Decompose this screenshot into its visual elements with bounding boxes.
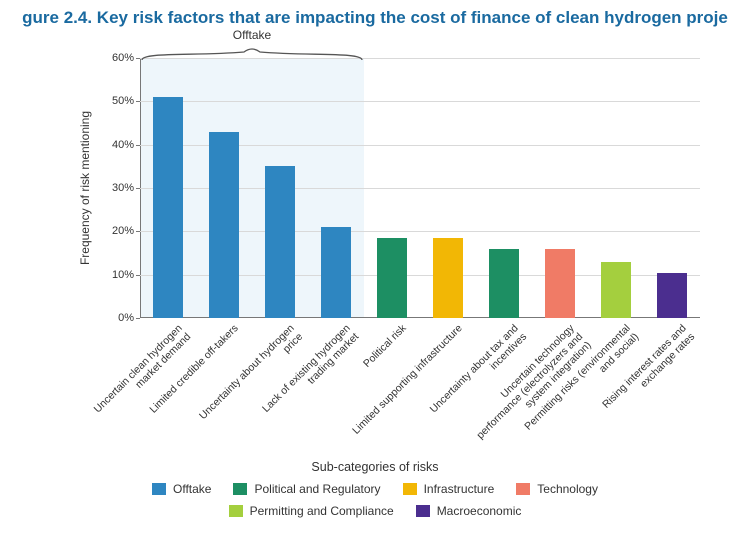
legend-swatch [403, 483, 417, 495]
bar [545, 249, 574, 318]
offtake-brace [140, 44, 364, 58]
legend-swatch [152, 483, 166, 495]
bar [601, 262, 630, 318]
legend-swatch [516, 483, 530, 495]
bar [321, 227, 350, 318]
chart-plot-area: 0%10%20%30%40%50%60%Uncertain clean hydr… [140, 58, 700, 318]
bar [153, 97, 182, 318]
bar [209, 132, 238, 318]
ytick-label: 0% [118, 312, 134, 324]
legend-swatch [229, 505, 243, 517]
ytick-label: 40% [112, 139, 134, 151]
legend-item: Offtake [152, 482, 211, 496]
legend: Offtake Political and Regulatory Infrastru… [0, 482, 750, 518]
legend-item: Infrastructure [403, 482, 495, 496]
bar [489, 249, 518, 318]
legend-label: Technology [537, 482, 598, 496]
legend-swatch [233, 483, 247, 495]
ytick-mark [136, 145, 140, 146]
bar [657, 273, 686, 319]
bar [433, 238, 462, 318]
ytick-label: 50% [112, 95, 134, 107]
y-axis-title: Frequency of risk mentioning [78, 111, 92, 265]
ytick-mark [136, 275, 140, 276]
legend-label: Infrastructure [424, 482, 495, 496]
ytick-label: 30% [112, 182, 134, 194]
ytick-mark [136, 101, 140, 102]
ytick-label: 10% [112, 269, 134, 281]
bar [265, 166, 294, 318]
legend-label: Permitting and Compliance [250, 504, 394, 518]
legend-label: Political and Regulatory [254, 482, 380, 496]
ytick-label: 20% [112, 225, 134, 237]
figure-title: gure 2.4. Key risk factors that are impa… [0, 8, 750, 28]
figure-container: gure 2.4. Key risk factors that are impa… [0, 0, 750, 536]
bar [377, 238, 406, 318]
legend-swatch [416, 505, 430, 517]
ytick-mark [136, 231, 140, 232]
legend-item: Technology [516, 482, 598, 496]
ytick-mark [136, 188, 140, 189]
legend-item: Political and Regulatory [233, 482, 380, 496]
ytick-mark [136, 318, 140, 319]
brace-icon [140, 44, 364, 62]
legend-label: Offtake [173, 482, 211, 496]
legend-item: Permitting and Compliance [229, 504, 394, 518]
legend-item: Macroeconomic [416, 504, 522, 518]
gridline [140, 101, 700, 102]
legend-label: Macroeconomic [437, 504, 522, 518]
offtake-brace-label: Offtake [233, 28, 271, 42]
x-axis-title: Sub-categories of risks [0, 460, 750, 474]
ytick-label: 60% [112, 52, 134, 64]
